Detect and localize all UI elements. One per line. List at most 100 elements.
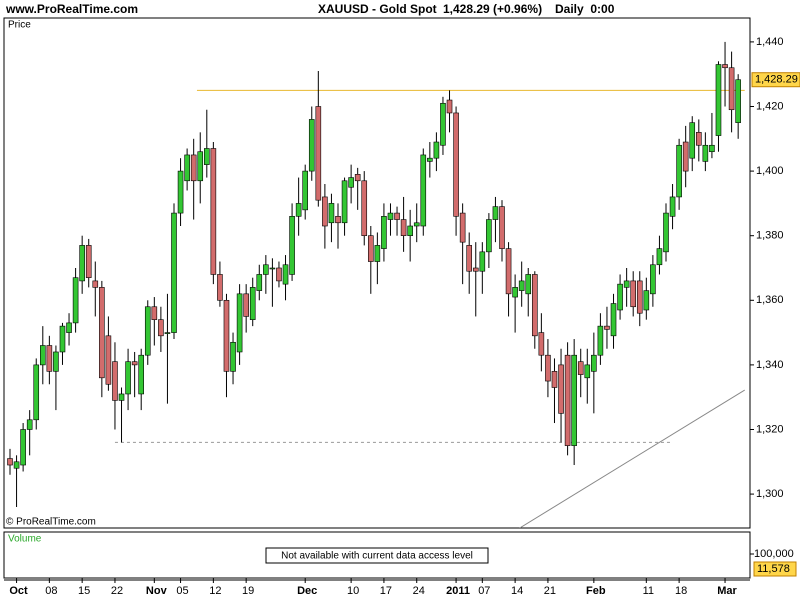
- candle-body: [263, 264, 269, 275]
- candle-body: [131, 361, 138, 366]
- candle-body: [158, 319, 164, 337]
- candle-body: [295, 203, 302, 217]
- candle-body: [564, 354, 571, 446]
- candle-body: [551, 371, 558, 388]
- copyright: © ProRealTime.com: [6, 517, 96, 528]
- candle-body: [722, 64, 728, 69]
- candle-body: [367, 235, 374, 262]
- candle-body: [663, 212, 669, 253]
- header-bar: [0, 0, 800, 18]
- candle-body: [558, 364, 564, 414]
- x-tick-label: Mar: [717, 585, 737, 597]
- volume-tag-label: 11,578: [757, 563, 790, 575]
- x-tick-label: Dec: [297, 585, 317, 597]
- candle-body: [315, 106, 322, 201]
- candle-body: [453, 112, 459, 217]
- panel-label: Price: [8, 20, 31, 31]
- candle-body: [499, 206, 505, 249]
- candle-body: [518, 280, 525, 291]
- candle-body: [525, 274, 532, 295]
- plot-area: [7, 41, 745, 528]
- period: Daily 0:00: [555, 2, 615, 16]
- price-tag: [751, 72, 800, 88]
- candle-body: [46, 345, 53, 372]
- candle-body: [610, 303, 617, 337]
- x-tick-label: Feb: [586, 585, 606, 597]
- candle-body: [118, 393, 125, 401]
- candle-body: [656, 248, 663, 266]
- y-tick-label: 1,320: [756, 423, 784, 435]
- candle-body: [99, 287, 105, 379]
- candle-body: [689, 122, 696, 159]
- candle-body: [164, 332, 171, 334]
- x-tick-label: 11: [643, 585, 654, 597]
- candle-body: [177, 170, 184, 214]
- x-tick-label: 18: [675, 585, 687, 597]
- candle-body: [308, 119, 315, 172]
- x-tick-label: 24: [413, 585, 425, 597]
- y-tick-label: 1,420: [756, 100, 784, 112]
- y-tick-label: 1,440: [756, 36, 784, 48]
- candle-body: [20, 429, 26, 466]
- candle-body: [374, 245, 381, 262]
- candle-body: [269, 267, 276, 270]
- candle-body: [669, 196, 676, 217]
- candle-body: [92, 280, 99, 288]
- volume-panel: [3, 531, 751, 579]
- candle-body: [26, 419, 33, 430]
- candle-body: [420, 154, 427, 227]
- candle-body: [479, 251, 486, 272]
- notice-box: [265, 547, 489, 564]
- candle-body: [361, 180, 368, 236]
- candle-body: [348, 177, 354, 188]
- x-tick-label: 2011: [446, 585, 470, 597]
- candle-body: [538, 332, 545, 356]
- candle-body: [584, 364, 591, 379]
- candle-body: [394, 212, 400, 220]
- candle-body: [577, 361, 584, 375]
- quote: 1,428.29 (+0.96%): [443, 2, 542, 16]
- x-tick-label: 05: [176, 585, 188, 597]
- candle-body: [643, 290, 650, 311]
- x-tick-label: Nov: [146, 585, 168, 597]
- y-tick-label: 1,360: [756, 294, 784, 306]
- trend-line: [519, 389, 745, 528]
- x-tick-label: 14: [511, 585, 523, 597]
- volume-tick-label: 100,000: [754, 548, 794, 560]
- x-tick-label: 07: [478, 585, 490, 597]
- candle-body: [545, 354, 551, 382]
- candle-body: [354, 174, 361, 182]
- x-tick-label: 19: [242, 585, 254, 597]
- candle-body: [249, 287, 256, 320]
- candle-body: [387, 212, 394, 220]
- candle-body: [433, 141, 440, 159]
- candle-body: [735, 79, 741, 123]
- y-tick-label: 1,300: [756, 488, 784, 500]
- x-tick-label: 21: [544, 585, 556, 597]
- candle-body: [230, 341, 236, 372]
- site-name: www.ProRealTime.com: [5, 2, 138, 16]
- instrument-title: XAUUSD - Gold Spot: [318, 2, 437, 16]
- candle-body: [709, 144, 715, 153]
- candle-body: [256, 274, 263, 291]
- candle-body: [407, 225, 413, 236]
- candle-body: [53, 351, 59, 372]
- volume-tag: [753, 561, 797, 577]
- candle-body: [33, 364, 40, 421]
- candle-body: [472, 267, 479, 272]
- candle-body: [125, 361, 131, 395]
- candle-body: [204, 148, 210, 165]
- candle-body: [223, 299, 230, 372]
- price-tag-label: 1,428.29: [755, 74, 798, 86]
- candle-body: [197, 151, 204, 182]
- candle-body: [440, 102, 446, 146]
- candle-body: [591, 354, 597, 372]
- candle-body: [243, 293, 249, 317]
- x-tick-label: 10: [347, 585, 359, 597]
- candle-body: [486, 219, 492, 253]
- x-tick-label: 12: [209, 585, 221, 597]
- candle-body: [617, 283, 623, 311]
- candle-body: [459, 212, 466, 243]
